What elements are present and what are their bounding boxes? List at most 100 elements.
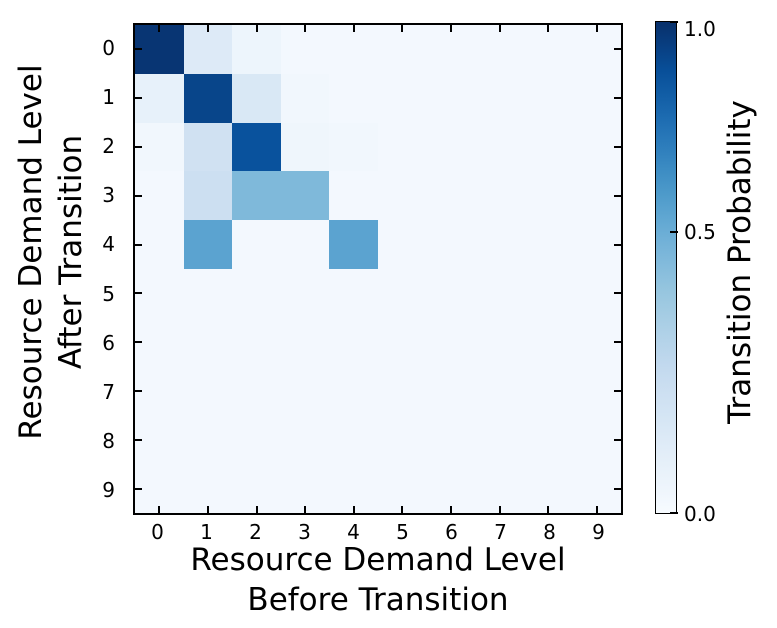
heatmap-cell: [280, 25, 330, 74]
heatmap-cell: [280, 122, 330, 172]
axis-tick: [449, 506, 452, 513]
x-tick-label: 3: [298, 520, 311, 544]
heatmap-cell: [475, 464, 524, 513]
heatmap-cell: [280, 464, 330, 513]
heatmap-cell: [426, 415, 476, 465]
heatmap-cell: [183, 73, 233, 123]
heatmap-cell: [280, 171, 330, 221]
heatmap-cell: [280, 317, 330, 367]
x-axis-label: Resource Demand Level Before Transition: [190, 540, 565, 620]
x-tick-label: 5: [396, 520, 409, 544]
heatmap-cell: [232, 171, 281, 221]
y-tick-label: 8: [102, 429, 115, 454]
x-tick-label: 2: [249, 520, 262, 544]
heatmap-cell: [475, 415, 524, 465]
axis-tick: [401, 25, 404, 32]
heatmap-cell: [475, 366, 524, 416]
heatmap-cell: [475, 25, 524, 74]
axis-tick: [547, 25, 550, 32]
axis-tick: [135, 487, 142, 490]
axis-tick: [401, 506, 404, 513]
axis-tick: [135, 194, 142, 197]
axis-tick: [614, 146, 621, 148]
axis-tick: [255, 25, 258, 32]
x-tick-labels: 0 1 2 3 4 5 6 7 8 9: [133, 520, 623, 544]
axis-tick: [135, 438, 142, 441]
heatmap-cell: [135, 25, 184, 74]
heatmap-cell: [135, 73, 184, 123]
axis-tick: [449, 25, 452, 32]
heatmap-cell: [135, 122, 184, 172]
heatmap-cell: [377, 415, 427, 465]
colorbar-tick: [670, 231, 678, 234]
x-tick-label: 0: [151, 520, 164, 544]
heatmap-cell: [523, 464, 573, 513]
heatmap-cell: [329, 317, 378, 367]
heatmap-cell: [329, 171, 378, 221]
y-tick-label: 2: [102, 134, 115, 158]
colorbar-tick-label: 0.0: [684, 502, 716, 526]
heatmap-cell: [183, 366, 233, 416]
heatmap-cell: [377, 171, 427, 221]
x-axis-label-line1: Resource Demand Level: [190, 542, 566, 578]
heatmap-cell: [523, 317, 573, 367]
x-tick-label: 4: [347, 520, 360, 544]
heatmap-cell: [475, 220, 524, 269]
heatmap-cell: [135, 464, 184, 513]
heatmap-cell: [135, 366, 184, 416]
axis-tick: [135, 390, 142, 392]
heatmap-cell: [572, 171, 621, 221]
y-tick-label: 7: [102, 380, 115, 404]
heatmap-cell: [377, 122, 427, 172]
heatmap-cell: [329, 122, 378, 172]
heatmap-cell: [572, 73, 621, 123]
y-axis-label: Resource Demand Level After Transition: [11, 64, 91, 439]
heatmap-cell: [475, 317, 524, 367]
x-axis-label-line2: Before Transition: [247, 582, 509, 618]
heatmap-cell: [183, 122, 233, 172]
heatmap-cell: [329, 464, 378, 513]
axis-tick: [614, 194, 621, 197]
axis-tick: [595, 506, 598, 513]
heatmap-cell: [523, 171, 573, 221]
colorbar-tick: [670, 21, 678, 23]
axis-tick: [614, 292, 621, 295]
axis-tick: [304, 506, 307, 513]
heatmap-cell: [475, 73, 524, 123]
heatmap-cell: [232, 317, 281, 367]
y-tick-label: 6: [102, 330, 115, 355]
x-tick-label: 8: [543, 520, 556, 544]
heatmap-cell: [377, 317, 427, 367]
axis-tick: [498, 25, 501, 32]
axis-tick: [135, 97, 142, 100]
heatmap-cell: [572, 268, 621, 318]
y-tick-label: 0: [102, 35, 115, 60]
y-axis-label-line1: Resource Demand Level: [13, 64, 49, 440]
heatmap-cell: [377, 25, 427, 74]
heatmap-cell: [183, 171, 233, 221]
axis-tick: [135, 48, 142, 51]
axis-tick: [498, 506, 501, 513]
x-tick-label: 9: [592, 520, 605, 544]
heatmap-cell: [329, 366, 378, 416]
axis-tick: [304, 25, 307, 32]
heatmap-cell: [426, 464, 476, 513]
axis-tick: [352, 506, 355, 513]
heatmap-cell: [475, 268, 524, 318]
heatmap-cell: [572, 317, 621, 367]
heatmap-cell: [523, 415, 573, 465]
axis-tick: [614, 390, 621, 392]
heatmap-cell: [232, 122, 281, 172]
heatmap-cell: [523, 25, 573, 74]
heatmap-cell: [135, 220, 184, 269]
heatmap-cell: [426, 73, 476, 123]
heatmap-cell: [329, 25, 378, 74]
x-tick-label: 7: [494, 520, 507, 544]
heatmap-cell: [183, 268, 233, 318]
heatmap-cell: [426, 268, 476, 318]
heatmap-cell: [377, 220, 427, 269]
heatmap-cell: [232, 220, 281, 269]
heatmap-cell: [280, 220, 330, 269]
x-tick-label: 1: [200, 520, 213, 544]
